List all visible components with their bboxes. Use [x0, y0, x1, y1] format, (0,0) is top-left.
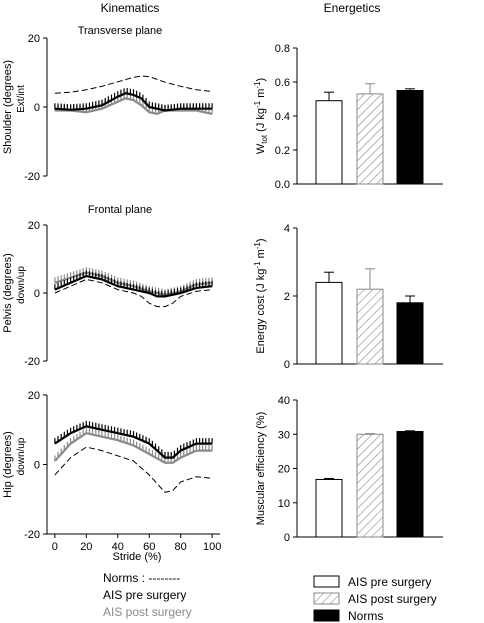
y-tick-label: 0: [34, 288, 40, 300]
x-tick-label: 100: [203, 541, 221, 553]
kinematics-panel-pelvis: 20 0 -20 Pelvis (degrees) down/up: [2, 220, 213, 368]
y-tick-label: -20: [24, 356, 40, 368]
y-axis-sublabel: down/up: [16, 266, 27, 304]
y-axis-label-part: ): [255, 238, 267, 242]
y-axis-label: Energy cost (J kg-1 m-1): [253, 238, 267, 353]
post-surgery-line: [54, 432, 213, 464]
y-tick-label: 0.0: [275, 179, 290, 191]
bar-norms: [396, 90, 424, 185]
y-axis-label-part: m: [255, 249, 267, 261]
bar-norms: [396, 431, 424, 538]
norm-line: [54, 446, 213, 493]
y-axis-label-part: m: [255, 89, 267, 101]
x-axis-label: Stride (%): [113, 551, 162, 563]
bar-pre-surgery: [315, 478, 343, 538]
y-tick-label: 20: [28, 390, 40, 402]
legend-swatch-post: [313, 592, 340, 605]
y-axis-sublabel: down/up: [16, 437, 27, 475]
y-tick-label: 20: [28, 220, 40, 232]
y-tick-label: 2: [284, 291, 290, 303]
y-tick-label: 0.6: [275, 77, 290, 89]
y-tick-label: 40: [278, 395, 290, 407]
pre-surgery-sd-band: [54, 420, 213, 458]
y-tick-label: -20: [24, 529, 40, 541]
y-axis-label: Muscular efficiency (%): [255, 412, 267, 526]
y-tick-label: 0.8: [275, 43, 290, 55]
y-tick-label: 0: [284, 532, 290, 544]
y-axis-label: Pelvis (degrees): [2, 253, 14, 332]
pre-surgery-line: [54, 425, 213, 459]
pre-surgery-line: [54, 92, 213, 112]
legend-norms: Norms : --------: [103, 571, 180, 585]
legend-bar-pre: AIS pre surgery: [348, 575, 431, 589]
norm-line: [54, 75, 213, 94]
y-tick-label: 4: [284, 223, 290, 235]
y-axis-label-part: -1: [253, 81, 262, 89]
legend-swatch-norms: [313, 609, 340, 622]
kinematics-panel-shoulder: 20 0 -20 Shoulder (degrees) Ext/int: [2, 33, 213, 183]
y-axis-label-part: -1: [253, 100, 262, 108]
bar-pre-surgery: [315, 281, 343, 365]
post-surgery-sd-band: [54, 427, 213, 463]
bar-panel-muscular-efficiency: 40 30 20 10 0 Muscular efficiency (%): [255, 395, 443, 544]
y-tick-label: 0: [284, 359, 290, 371]
bar-norms: [396, 302, 424, 365]
subtitle-transverse: Transverse plane: [78, 25, 163, 37]
y-tick-label: -20: [24, 171, 40, 183]
pre-surgery-sd-band: [54, 270, 213, 297]
x-tick-label: 40: [112, 541, 124, 553]
energetics-heading: Energetics: [324, 1, 381, 15]
y-tick-label: 30: [278, 429, 290, 441]
y-tick-label: 20: [278, 464, 290, 476]
y-axis-label: Hip (degrees): [2, 431, 14, 498]
x-tick-label: 20: [80, 541, 92, 553]
y-axis-label-part: ): [255, 78, 267, 82]
legend-bar-norms: Norms: [348, 609, 383, 623]
y-tick-label: 0: [34, 102, 40, 114]
x-tick-label: 0: [52, 541, 58, 553]
legend-pre-surgery: AIS pre surgery: [103, 588, 186, 602]
y-axis-label-part: (J kg: [255, 108, 267, 135]
y-axis-label-part: -1: [253, 261, 262, 269]
legend-swatch-pre: [313, 575, 340, 588]
pre-surgery-line: [54, 274, 213, 298]
y-tick-label: 0.4: [275, 111, 290, 123]
y-axis-label-part: Energy cost (J kg: [255, 269, 267, 354]
legend-bar-post: AIS post surgery: [348, 592, 437, 606]
pre-surgery-sd-band: [54, 88, 213, 111]
y-axis-label-part: Muscular efficiency (%): [255, 412, 267, 526]
y-tick-label: 0.2: [275, 145, 290, 157]
x-tick-label: 80: [175, 541, 187, 553]
subtitle-frontal: Frontal plane: [88, 204, 152, 216]
norm-line: [54, 278, 213, 308]
y-axis-sublabel: Ext/int: [16, 85, 27, 113]
y-tick-label: 10: [278, 498, 290, 510]
y-tick-label: 20: [28, 33, 40, 45]
y-axis-label-part: tot: [260, 134, 269, 144]
bar-post-surgery: [356, 433, 384, 538]
y-tick-label: 0: [34, 460, 40, 472]
x-tick-label: 60: [143, 541, 155, 553]
bar-post-surgery: [356, 288, 384, 365]
y-axis-label-part: -1: [253, 242, 262, 250]
bar-post-surgery: [356, 93, 384, 185]
kinematics-panel-hip: 20 0 -20 Hip (degrees) down/up 0 20 40 60 80 100: [2, 390, 221, 553]
y-axis-label-part: W: [255, 143, 267, 154]
y-axis-label: Wtot (J kg-1 m-1): [253, 78, 269, 154]
y-axis-label: Shoulder (degrees): [2, 60, 14, 154]
kinematics-heading: Kinematics: [101, 1, 160, 15]
post-surgery-line: [54, 97, 213, 116]
bar-pre-surgery: [315, 100, 343, 185]
legend-post-surgery: AIS post surgery: [103, 605, 192, 619]
